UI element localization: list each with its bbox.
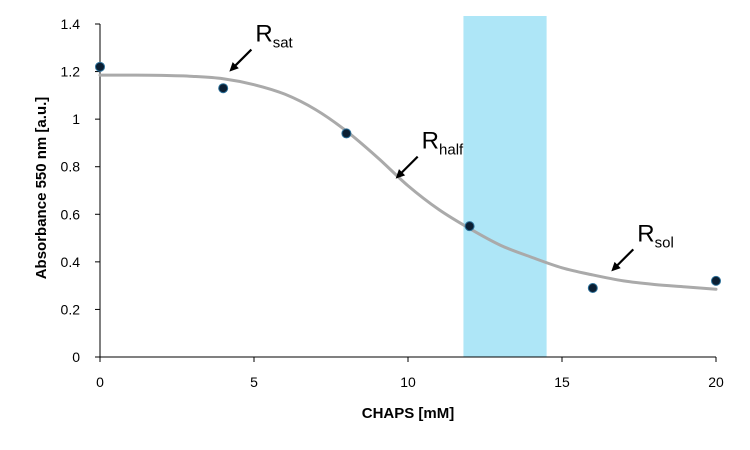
data-point [341, 128, 352, 139]
x-tick-label: 0 [96, 374, 104, 390]
data-points-layer [95, 61, 721, 294]
fit-line [98, 73, 718, 291]
y-tick-label: 0.2 [61, 301, 81, 317]
data-point [464, 221, 475, 232]
x-tick-label: 20 [708, 374, 724, 390]
fit-line-layer [98, 73, 718, 291]
x-tick-label: 5 [250, 374, 258, 390]
x-axis-title: CHAPS [mM] [362, 405, 455, 422]
data-point [218, 83, 229, 94]
annotation-arrowhead [611, 261, 621, 272]
annotation-arrowhead [229, 62, 239, 72]
annotation-arrow [399, 155, 419, 176]
annotation-arrow [232, 48, 253, 69]
x-tick-label: 15 [554, 374, 570, 390]
axes: 0 5 10 15 20 0 0.2 0.4 0.6 0.8 1 1.2 1.4 [61, 16, 724, 390]
y-tick-label: 0 [72, 349, 80, 365]
annotation-label: Rhalf [422, 128, 464, 159]
data-point [711, 275, 721, 286]
y-tick-label: 1.2 [61, 64, 81, 80]
data-point [587, 283, 598, 294]
x-tick-label: 10 [400, 374, 416, 390]
y-tick-label: 1.4 [61, 16, 81, 32]
annotations-layer: Rsat Rhalf Rsol [229, 21, 674, 272]
highlight-band-layer [463, 16, 547, 357]
y-tick-label: 0.4 [61, 254, 81, 270]
annotation-label: Rsol [637, 220, 674, 251]
y-tick-label: 0.6 [61, 206, 81, 222]
data-point [95, 61, 105, 72]
annotation-arrowhead [395, 169, 406, 179]
y-tick-label: 1 [72, 111, 80, 127]
highlight-band [463, 16, 547, 357]
y-tick-label: 0.8 [61, 159, 81, 175]
annotation-arrow [614, 248, 635, 268]
annotation-label: Rsat [255, 21, 293, 52]
y-axis-title: Absorbance 550 nm [a.u.] [33, 97, 50, 280]
